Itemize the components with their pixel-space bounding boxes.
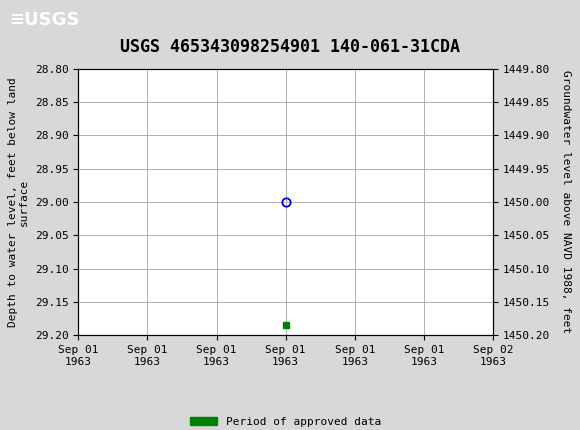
Y-axis label: Depth to water level, feet below land
surface: Depth to water level, feet below land su… bbox=[8, 77, 29, 327]
Y-axis label: Groundwater level above NAVD 1988, feet: Groundwater level above NAVD 1988, feet bbox=[561, 71, 571, 334]
Text: USGS 465343098254901 140-061-31CDA: USGS 465343098254901 140-061-31CDA bbox=[120, 38, 460, 56]
Text: ≡USGS: ≡USGS bbox=[9, 12, 79, 29]
Legend: Period of approved data: Period of approved data bbox=[185, 412, 386, 430]
